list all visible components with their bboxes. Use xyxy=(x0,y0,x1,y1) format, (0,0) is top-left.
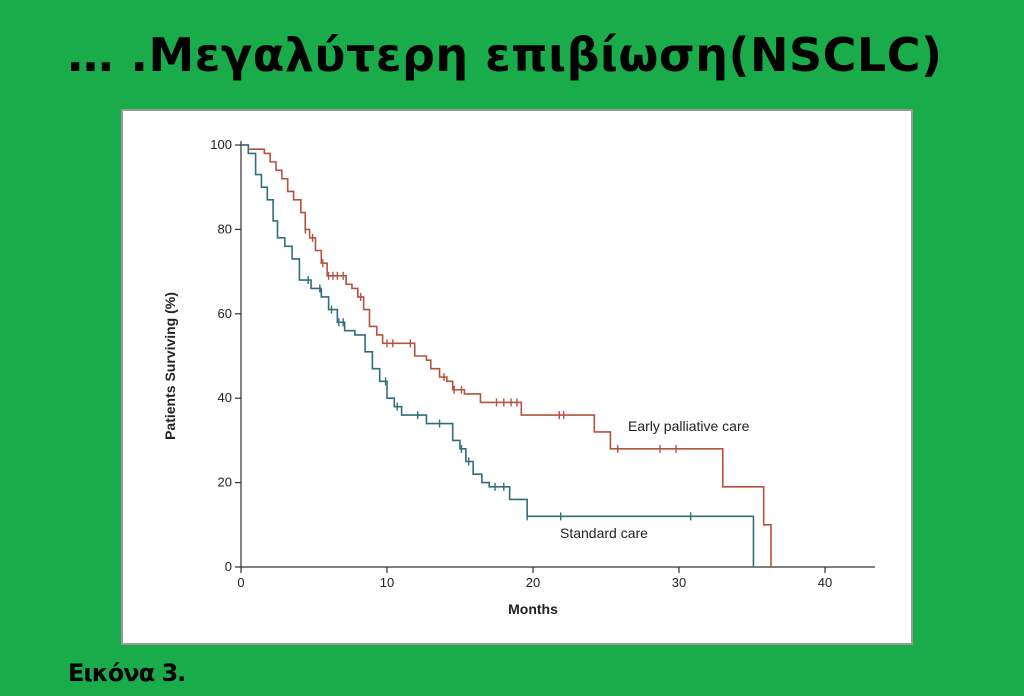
x-tick-label: 0 xyxy=(237,575,244,590)
x-tick-label: 40 xyxy=(818,575,832,590)
y-tick-label: 0 xyxy=(225,559,232,574)
series-line-early-palliative-care xyxy=(241,144,772,567)
survival-chart: 0 20 40 60 80 100 0 10 20 30 40 Months Patients Surv… xyxy=(162,137,875,617)
y-axis-title: Patients Surviving (%) xyxy=(162,292,178,440)
y-tick-label: 20 xyxy=(218,475,232,490)
y-tick-label: 100 xyxy=(210,137,232,152)
series-label-standard-care: Standard care xyxy=(560,525,648,541)
series-label-early-palliative-care: Early palliative care xyxy=(628,418,750,434)
x-tick-label: 30 xyxy=(672,575,686,590)
y-tick-label: 40 xyxy=(218,390,232,405)
x-tick-label: 20 xyxy=(526,575,540,590)
x-axis-title: Months xyxy=(508,601,558,617)
x-tick-label: 10 xyxy=(380,575,394,590)
slide-title: … .Μεγαλύτερη επιβίωση(NSCLC) xyxy=(67,28,943,82)
y-tick-label: 80 xyxy=(218,221,232,236)
figure-caption: Εικόνα 3. xyxy=(68,659,186,687)
series-line-standard-care xyxy=(241,144,755,567)
chart-panel: 0 20 40 60 80 100 0 10 20 30 40 Months Patients Surv… xyxy=(121,109,913,645)
y-tick-label: 60 xyxy=(218,306,232,321)
